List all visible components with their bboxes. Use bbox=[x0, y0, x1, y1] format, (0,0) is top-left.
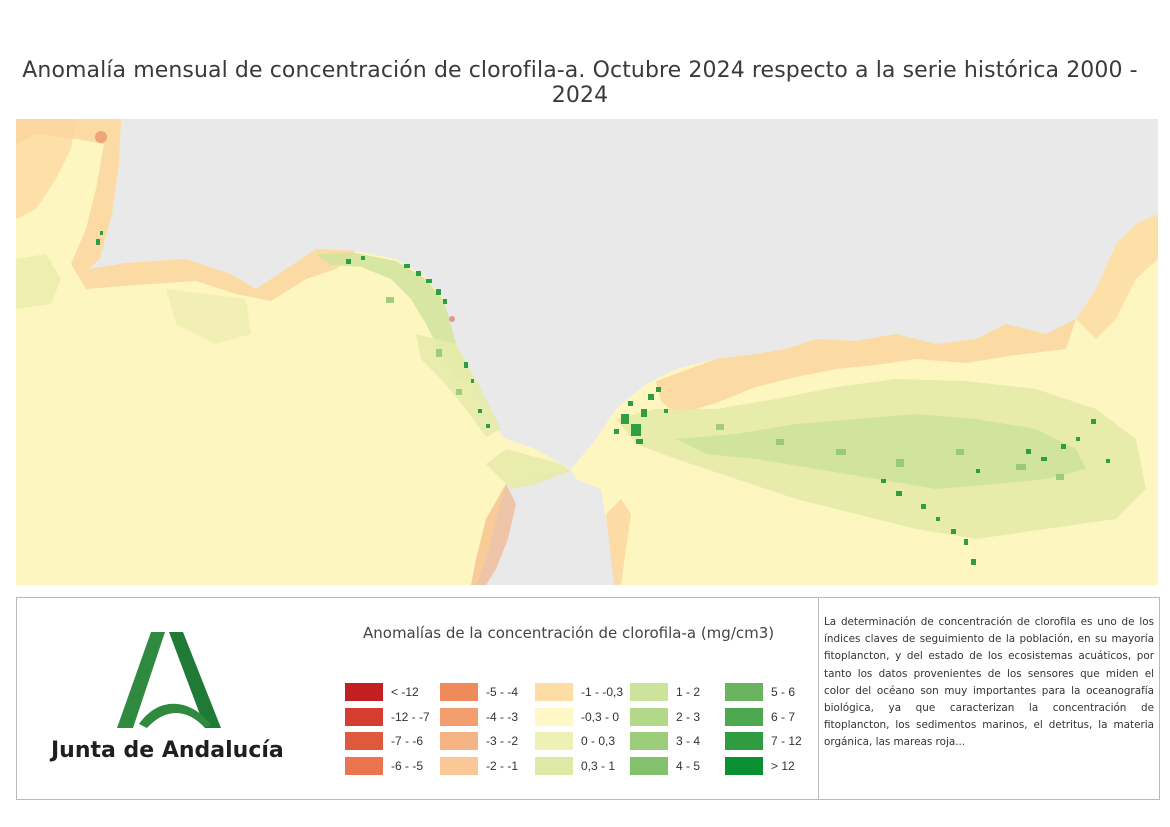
legend-item: -7 - -6 bbox=[345, 729, 440, 754]
legend-item: 7 - 12 bbox=[725, 729, 820, 754]
coastal-fringe-cadiz bbox=[16, 119, 356, 301]
legend-item: -12 - -7 bbox=[345, 705, 440, 730]
legend-swatch bbox=[535, 707, 573, 726]
legend-label: < -12 bbox=[391, 685, 419, 700]
green-patch-offshore bbox=[166, 289, 251, 344]
legend-swatch bbox=[725, 756, 763, 775]
coastal-fringe-ceuta bbox=[606, 499, 631, 585]
legend-label: -1 - -0,3 bbox=[581, 685, 624, 700]
legend-label: -7 - -6 bbox=[391, 734, 424, 749]
legend-swatch bbox=[345, 732, 383, 751]
legend-swatch bbox=[440, 756, 478, 775]
legend-grid: < -12 -12 - -7 -7 - -6 -6 - -5 -5 - -4 -4 - -… bbox=[345, 680, 815, 778]
legend-item: < -12 bbox=[345, 680, 440, 705]
logo-panel: Junta de Andalucía bbox=[16, 597, 328, 800]
brand-name: Junta de Andalucía bbox=[51, 738, 284, 763]
coastal-fringe-alboran bbox=[656, 319, 1076, 415]
legend-item: 2 - 3 bbox=[630, 705, 725, 730]
legend-label: -5 - -4 bbox=[486, 685, 519, 700]
legend-item: -4 - -3 bbox=[440, 705, 535, 730]
legend-label: -3 - -2 bbox=[486, 734, 519, 749]
legend-label: 4 - 5 bbox=[676, 758, 701, 773]
legend-swatch bbox=[725, 683, 763, 702]
legend-title: Anomalías de la concentración de clorofi… bbox=[363, 624, 775, 642]
legend-label: 7 - 12 bbox=[771, 734, 802, 749]
high-anomaly-speckles bbox=[96, 231, 1110, 565]
atlantic-sea bbox=[16, 119, 571, 585]
legend-swatch bbox=[725, 732, 763, 751]
legend-label: 6 - 7 bbox=[771, 709, 796, 724]
green-patch-west-coast bbox=[16, 254, 61, 309]
legend-swatch bbox=[535, 756, 573, 775]
legend-label: -4 - -3 bbox=[486, 709, 519, 724]
legend-item: 5 - 6 bbox=[725, 680, 820, 705]
description-panel: La determinación de concentración de clo… bbox=[818, 597, 1160, 800]
legend-item: -0,3 - 0 bbox=[535, 705, 630, 730]
legend-item: -1 - -0,3 bbox=[535, 680, 630, 705]
legend-label: 2 - 3 bbox=[676, 709, 701, 724]
legend-label: -0,3 - 0 bbox=[581, 709, 620, 724]
green-patch-strait bbox=[486, 449, 571, 489]
chlorophyll-anomaly-map[interactable] bbox=[16, 119, 1158, 585]
legend-swatch bbox=[345, 756, 383, 775]
description-text: La determinación de concentración de clo… bbox=[824, 616, 1154, 749]
legend-item: 1 - 2 bbox=[630, 680, 725, 705]
legend-label: > 12 bbox=[771, 758, 795, 773]
coastal-fringe-portugal bbox=[16, 119, 76, 219]
legend-label: 5 - 6 bbox=[771, 685, 796, 700]
legend-label: 0,3 - 1 bbox=[581, 758, 616, 773]
coastal-spot-negative bbox=[95, 131, 107, 143]
legend-item: -2 - -1 bbox=[440, 754, 535, 779]
coastal-fringe-morocco bbox=[471, 484, 516, 585]
legend-swatch bbox=[630, 707, 668, 726]
legend-label: -12 - -7 bbox=[391, 709, 430, 724]
legend-item: 0 - 0,3 bbox=[535, 729, 630, 754]
legend-item: 3 - 4 bbox=[630, 729, 725, 754]
legend-label: -2 - -1 bbox=[486, 758, 519, 773]
legend-swatch bbox=[440, 683, 478, 702]
map-canvas bbox=[16, 119, 1158, 585]
legend-swatch bbox=[345, 683, 383, 702]
legend-swatch bbox=[630, 756, 668, 775]
legend-label: 3 - 4 bbox=[676, 734, 701, 749]
legend-item: 4 - 5 bbox=[630, 754, 725, 779]
legend-item: 6 - 7 bbox=[725, 705, 820, 730]
junta-de-andalucia-logo-icon bbox=[117, 632, 221, 728]
legend-swatch bbox=[535, 732, 573, 751]
legend-swatch bbox=[440, 732, 478, 751]
legend-swatch bbox=[725, 707, 763, 726]
legend-label: 1 - 2 bbox=[676, 685, 701, 700]
green-patch-alboran-inner bbox=[676, 414, 1086, 489]
map-title: Anomalía mensual de concentración de clo… bbox=[22, 58, 1138, 108]
coastal-fringe-east bbox=[1076, 214, 1158, 339]
legend-item: -5 - -4 bbox=[440, 680, 535, 705]
coastal-spot-negative bbox=[449, 316, 455, 322]
legend-item: 0,3 - 1 bbox=[535, 754, 630, 779]
legend-item: -3 - -2 bbox=[440, 729, 535, 754]
legend-swatch bbox=[440, 707, 478, 726]
legend-swatch bbox=[345, 707, 383, 726]
legend-label: 0 - 0,3 bbox=[581, 734, 616, 749]
legend-label: -6 - -5 bbox=[391, 758, 424, 773]
moderate-anomaly-speckles bbox=[386, 297, 1064, 480]
legend-item: > 12 bbox=[725, 754, 820, 779]
legend-swatch bbox=[630, 732, 668, 751]
legend-panel: Anomalías de la concentración de clorofi… bbox=[327, 597, 819, 800]
legend-swatch bbox=[535, 683, 573, 702]
legend-item: -6 - -5 bbox=[345, 754, 440, 779]
legend-swatch bbox=[630, 683, 668, 702]
